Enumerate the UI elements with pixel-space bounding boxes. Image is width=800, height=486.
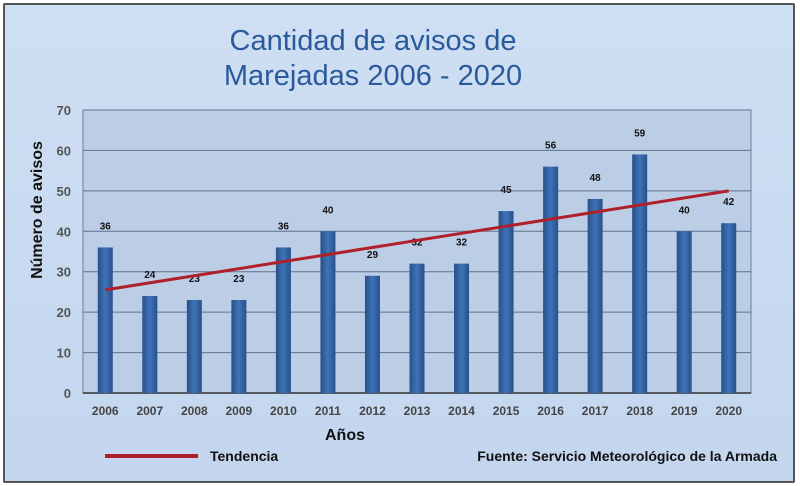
x-tick-label: 2007 [136,404,163,418]
bar-2016 [543,166,559,393]
x-tick-label: 2013 [404,404,431,418]
y-tick-label: 10 [57,346,71,361]
bar-2017 [587,198,603,393]
data-label-2018: 59 [634,128,646,139]
data-label-2013: 32 [411,238,423,249]
bar-2015 [498,211,514,393]
bar-2010 [275,247,291,393]
bar-2007 [142,295,158,393]
data-label-2006: 36 [100,221,112,232]
bar-2009 [231,300,247,393]
y-tick-label: 20 [57,305,71,320]
x-tick-label: 2017 [582,404,609,418]
x-tick-label: 2006 [92,404,119,418]
legend-trend-label: Tendencia [210,448,278,464]
source-note: Fuente: Servicio Meteorológico de la Arm… [477,448,777,464]
data-label-2008: 23 [189,274,201,285]
x-tick-label: 2015 [493,404,520,418]
bar-2019 [676,231,692,393]
x-tick-label: 2016 [537,404,564,418]
data-label-2011: 40 [322,205,334,216]
y-tick-label: 40 [57,224,71,239]
x-tick-label: 2020 [715,404,742,418]
bar-2014 [454,263,470,393]
y-axis-label: Número de avisos [29,141,46,279]
data-label-2017: 48 [590,173,602,184]
data-label-2020: 42 [723,197,735,208]
bar-2013 [409,263,425,393]
bar-2008 [186,300,202,393]
y-tick-label: 70 [57,103,71,118]
x-tick-label: 2009 [226,404,253,418]
trend-line [105,189,729,292]
data-label-2019: 40 [679,205,691,216]
y-tick-label: 0 [64,386,71,401]
x-axis-label: Años [325,427,365,444]
data-label-2016: 56 [545,141,557,152]
x-tick-label: 2011 [315,404,341,418]
bar-2018 [632,154,648,393]
data-label-2015: 45 [501,185,513,196]
x-tick-label: 2014 [448,404,475,418]
x-tick-label: 2012 [359,404,386,418]
chart-title-line2: Marejadas 2006 - 2020 [224,60,522,92]
y-tick-label: 50 [57,184,71,199]
y-tick-label: 30 [57,265,71,280]
bar-2020 [721,223,737,393]
x-tick-label: 2018 [626,404,653,418]
data-label-2009: 23 [233,274,245,285]
x-tick-label: 2010 [270,404,297,418]
data-label-2010: 36 [278,221,290,232]
data-label-2007: 24 [144,270,156,281]
data-label-2014: 32 [456,238,468,249]
data-label-2012: 29 [367,250,379,261]
y-tick-label: 60 [57,143,71,158]
bar-2006 [97,247,113,393]
bar-2012 [364,275,380,393]
x-tick-label: 2008 [181,404,208,418]
bar-2011 [320,231,336,393]
x-tick-label: 2019 [671,404,698,418]
chart-title-line1: Cantidad de avisos de [230,25,517,57]
